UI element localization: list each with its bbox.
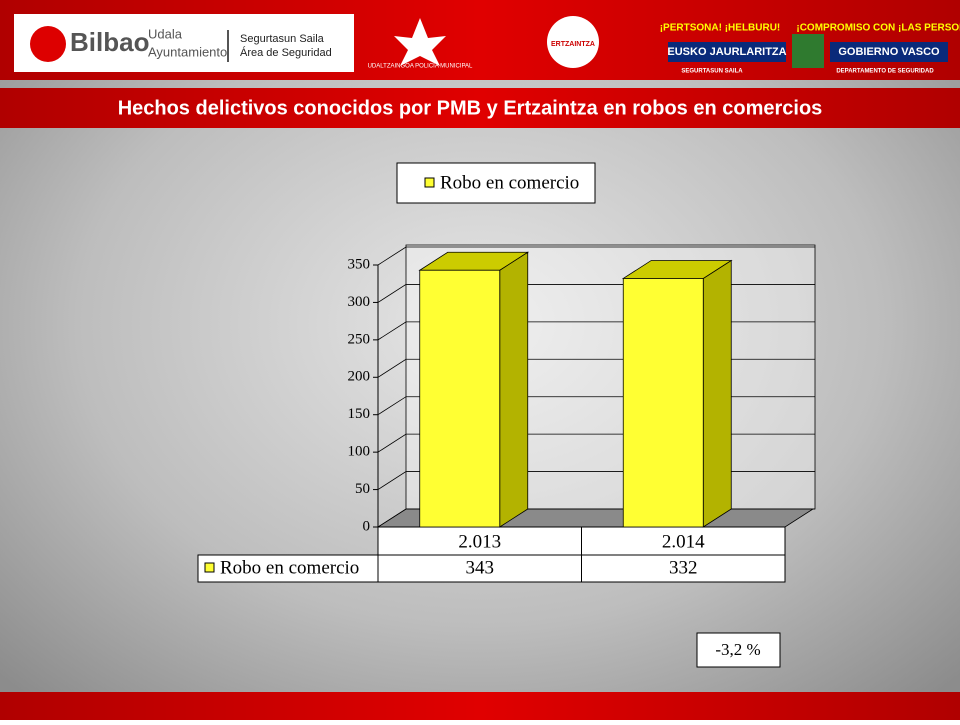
legend-label: Robo en comercio <box>440 172 579 193</box>
bilbao-logo-circle <box>30 26 66 62</box>
table-series-label: Robo en comercio <box>220 557 359 578</box>
sub-eu: SEGURTASUN SAILA <box>681 69 743 75</box>
table-legend-key <box>204 562 215 573</box>
footer-band <box>0 692 960 720</box>
annotation-box <box>696 632 781 668</box>
dept-eu: Segurtasun Saila <box>240 33 325 45</box>
annotation: -3,2 % <box>715 640 760 659</box>
police-text: UDALTZAINGOA POLICÍA MUNICIPAL <box>368 63 473 70</box>
x-tick-label: 2.014 <box>662 531 705 552</box>
gov-eu: EUSKO JAURLARITZA <box>667 46 786 58</box>
y-tick-label: 100 <box>348 444 371 460</box>
y-tick-label: 200 <box>348 369 371 385</box>
bilbao-text: Bilbao <box>70 27 149 57</box>
y-tick-label: 250 <box>348 331 371 347</box>
y-tick-label: 300 <box>348 294 371 310</box>
table-value: 332 <box>669 557 698 578</box>
title-band <box>0 88 960 128</box>
y-tick-label: 0 <box>363 518 371 534</box>
table-value: 343 <box>466 557 495 578</box>
gov-eu-box <box>668 42 786 62</box>
grid-line <box>377 246 815 266</box>
legend-key <box>424 177 435 188</box>
udala-text: Udala <box>148 26 183 41</box>
gov-es: GOBIERNO VASCO <box>838 46 940 58</box>
y-tick-label: 150 <box>348 406 371 422</box>
chart: 0 50 100 150 200 250 300 350 Robo en comercio 2.0… <box>197 162 816 668</box>
sub-es: DEPARTAMENTO DE SEGURIDAD <box>836 69 934 75</box>
bar <box>622 278 704 528</box>
table-label-cell <box>197 554 379 583</box>
police-logo <box>394 18 446 66</box>
slogan-eu: ¡PERTSONA! ¡HELBURU! <box>660 23 781 34</box>
bilbao-logo-box <box>14 14 354 72</box>
dept-es: Área de Seguridad <box>240 46 332 59</box>
x-tick-label: 2.013 <box>458 531 501 552</box>
y-tick-label: 350 <box>348 256 371 272</box>
slogan-es: ¡COMPROMISO CON ¡LAS PERSONAS! <box>796 23 960 34</box>
coat-of-arms <box>792 34 824 68</box>
chart-title: Hechos delictivos conocidos por PMB y Er… <box>118 97 823 119</box>
bar <box>419 269 501 528</box>
ertzaintza-text: ERTZAINTZA <box>551 41 595 48</box>
bar-side <box>499 251 529 528</box>
bar-side <box>702 259 732 528</box>
ayuntamiento-text: Ayuntamiento <box>148 44 227 59</box>
gov-es-box <box>830 42 948 62</box>
ertzaintza-logo <box>547 16 599 68</box>
y-tick-label: 50 <box>355 481 370 497</box>
